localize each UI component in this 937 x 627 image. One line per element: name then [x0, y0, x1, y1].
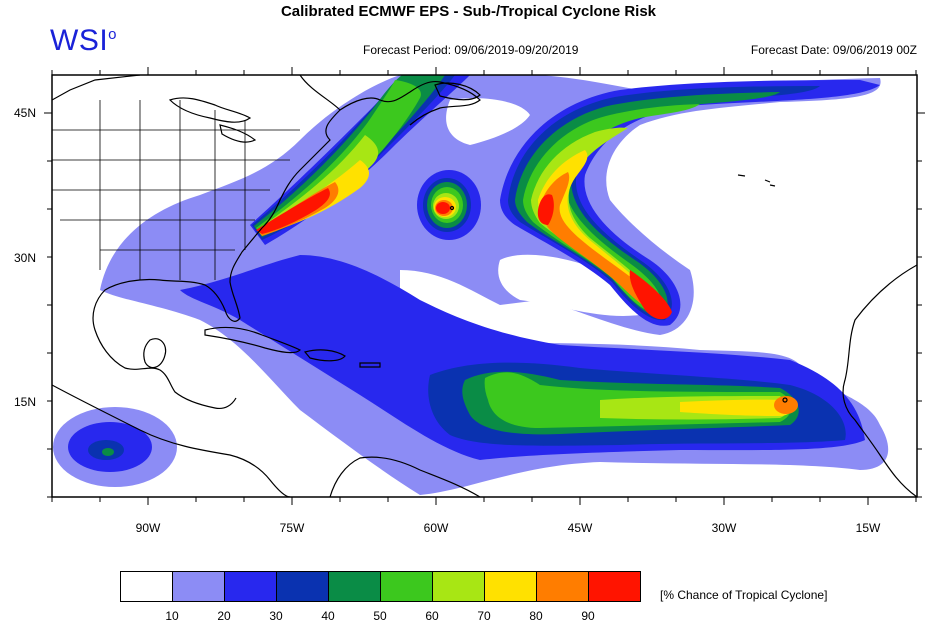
lat-label: 45N [14, 106, 36, 120]
yucatan-coast [143, 338, 167, 369]
legend-swatch [224, 571, 277, 602]
legend-swatch [120, 571, 173, 602]
legend-threshold-label: 70 [477, 609, 491, 623]
axis-labels: 90W 75W 60W 45W 30W 15W 45N 30N 15N [14, 106, 881, 535]
legend-swatch [432, 571, 485, 602]
pacific-risk-40 [102, 448, 114, 456]
legend-threshold-label: 80 [529, 609, 543, 623]
bermuda-risk-90 [436, 202, 450, 214]
legend-swatch [172, 571, 225, 602]
mdr-risk-80 [774, 396, 798, 414]
hispaniola [303, 349, 346, 362]
legend-swatch [588, 571, 641, 602]
north-america-coast [52, 75, 341, 410]
recurve-track-90b [629, 270, 672, 320]
coast-track-50 [256, 80, 421, 236]
recurve-track-70 [538, 150, 660, 306]
logo-text: WSI [50, 24, 109, 57]
coast-track-90 [256, 188, 330, 234]
canada-maritime [339, 80, 481, 126]
forecast-date: Forecast Date: 09/06/2019 00Z [750, 43, 917, 57]
puerto-rico [359, 362, 381, 368]
legend-swatch [328, 571, 381, 602]
low-risk-area-central [498, 254, 644, 317]
forecast-period: Forecast Period: 09/06/2019-09/20/2019 [363, 43, 579, 57]
legend-threshold-label: 50 [373, 609, 387, 623]
lat-label: 30N [14, 251, 36, 265]
lon-label: 30W [712, 521, 737, 535]
page-title: Calibrated ECMWF EPS - Sub-/Tropical Cyc… [280, 3, 657, 20]
lat-label: 15N [14, 395, 36, 409]
lon-label: 45W [568, 521, 593, 535]
azores [737, 174, 776, 187]
legend-threshold-label: 30 [269, 609, 283, 623]
recurve-track-90a [537, 194, 554, 225]
mdr-risk-70 [680, 399, 792, 416]
great-lakes [168, 97, 257, 143]
cape-verde [782, 397, 788, 403]
legend-threshold-label: 60 [425, 609, 439, 623]
legend-swatch [484, 571, 537, 602]
legend-threshold-label: 20 [217, 609, 231, 623]
legend-swatch [276, 571, 329, 602]
legend-threshold-label: 40 [321, 609, 335, 623]
probability-field [53, 75, 889, 495]
low-risk-area [446, 98, 530, 145]
lon-label: 60W [424, 521, 449, 535]
legend-caption: [% Chance of Tropical Cyclone] [660, 588, 828, 602]
logo-mark: o [108, 26, 118, 43]
legend-threshold-label: 90 [581, 609, 595, 623]
legend-threshold-label: 10 [165, 609, 179, 623]
us-state-borders [52, 100, 300, 280]
coastlines [52, 75, 917, 497]
bermuda [449, 205, 455, 211]
coast-track-60 [258, 135, 379, 234]
newfoundland [434, 82, 481, 101]
africa-coast [842, 264, 917, 497]
legend-swatch [380, 571, 433, 602]
lon-label: 15W [856, 521, 881, 535]
legend-swatch [536, 571, 589, 602]
central-america-coast [52, 384, 291, 497]
south-america-coast [329, 456, 481, 497]
lon-label: 90W [136, 521, 161, 535]
cuba [204, 326, 302, 354]
axis-ticks [44, 67, 925, 505]
wsi-logo: WSIo [50, 24, 117, 58]
lon-label: 75W [280, 521, 305, 535]
